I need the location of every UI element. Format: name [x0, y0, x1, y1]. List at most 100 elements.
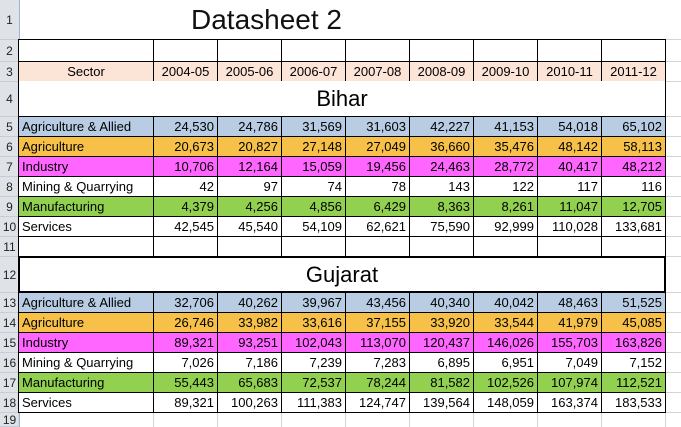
- value-cell[interactable]: 37,155: [345, 312, 410, 333]
- row-number[interactable]: 4: [0, 82, 19, 117]
- value-cell[interactable]: 54,018: [537, 116, 602, 137]
- sector-label[interactable]: Agriculture & Allied: [18, 292, 154, 313]
- empty-cell[interactable]: [18, 39, 154, 62]
- value-cell[interactable]: 58,113: [601, 136, 666, 157]
- empty-cell[interactable]: [153, 39, 218, 62]
- row-number[interactable]: 14: [0, 313, 19, 333]
- value-cell[interactable]: 12,705: [601, 196, 666, 217]
- value-cell[interactable]: 51,525: [601, 292, 666, 313]
- value-cell[interactable]: 45,540: [217, 216, 282, 237]
- value-cell[interactable]: 19,456: [345, 156, 410, 177]
- value-cell[interactable]: 20,673: [153, 136, 218, 157]
- row-number[interactable]: 6: [0, 137, 19, 157]
- value-cell[interactable]: 74: [281, 176, 346, 197]
- value-cell[interactable]: 110,028: [537, 216, 602, 237]
- value-cell[interactable]: 48,142: [537, 136, 602, 157]
- row-number[interactable]: 10: [0, 217, 19, 237]
- row-number[interactable]: 12: [0, 257, 19, 293]
- row-number[interactable]: 2: [0, 40, 19, 62]
- value-cell[interactable]: 42,545: [153, 216, 218, 237]
- value-cell[interactable]: 24,786: [217, 116, 282, 137]
- value-cell[interactable]: 28,772: [473, 156, 538, 177]
- value-cell[interactable]: 20,827: [217, 136, 282, 157]
- row-number[interactable]: 18: [0, 393, 19, 413]
- value-cell[interactable]: 33,544: [473, 312, 538, 333]
- value-cell[interactable]: 133,681: [601, 216, 666, 237]
- value-cell[interactable]: 81,582: [409, 372, 474, 393]
- value-cell[interactable]: 40,340: [409, 292, 474, 313]
- value-cell[interactable]: 31,569: [281, 116, 346, 137]
- value-cell[interactable]: 33,982: [217, 312, 282, 333]
- value-cell[interactable]: 143: [409, 176, 474, 197]
- empty-cell[interactable]: [409, 236, 474, 257]
- state-heading[interactable]: Bihar: [18, 81, 666, 117]
- sector-label[interactable]: Mining & Quarrying: [18, 176, 154, 197]
- sector-label[interactable]: Agriculture & Allied: [18, 116, 154, 137]
- empty-cell[interactable]: [537, 236, 602, 257]
- value-cell[interactable]: 155,703: [537, 332, 602, 353]
- value-cell[interactable]: 43,456: [345, 292, 410, 313]
- value-cell[interactable]: 41,979: [537, 312, 602, 333]
- row-number[interactable]: 16: [0, 353, 19, 373]
- empty-cell[interactable]: [345, 39, 410, 62]
- value-cell[interactable]: 48,463: [537, 292, 602, 313]
- sector-label[interactable]: Mining & Quarrying: [18, 352, 154, 373]
- value-cell[interactable]: 10,706: [153, 156, 218, 177]
- sector-label[interactable]: Manufacturing: [18, 196, 154, 217]
- state-heading[interactable]: Gujarat: [18, 256, 666, 293]
- value-cell[interactable]: 148,059: [473, 392, 538, 413]
- value-cell[interactable]: 4,856: [281, 196, 346, 217]
- value-cell[interactable]: 163,374: [537, 392, 602, 413]
- header-sector[interactable]: Sector: [18, 61, 154, 82]
- value-cell[interactable]: 39,967: [281, 292, 346, 313]
- value-cell[interactable]: 6,951: [473, 352, 538, 373]
- value-cell[interactable]: 27,049: [345, 136, 410, 157]
- empty-cell[interactable]: [281, 236, 346, 257]
- value-cell[interactable]: 27,148: [281, 136, 346, 157]
- empty-cell[interactable]: [217, 236, 282, 257]
- value-cell[interactable]: 42,227: [409, 116, 474, 137]
- value-cell[interactable]: 8,261: [473, 196, 538, 217]
- value-cell[interactable]: 41,153: [473, 116, 538, 137]
- value-cell[interactable]: 62,621: [345, 216, 410, 237]
- value-cell[interactable]: 48,212: [601, 156, 666, 177]
- value-cell[interactable]: 7,026: [153, 352, 218, 373]
- sector-label[interactable]: Agriculture: [18, 312, 154, 333]
- value-cell[interactable]: 113,070: [345, 332, 410, 353]
- value-cell[interactable]: 8,363: [409, 196, 474, 217]
- value-cell[interactable]: 42: [153, 176, 218, 197]
- empty-cell[interactable]: [601, 236, 666, 257]
- empty-cell[interactable]: [409, 39, 474, 62]
- row-number[interactable]: 3: [0, 62, 19, 82]
- value-cell[interactable]: 24,463: [409, 156, 474, 177]
- value-cell[interactable]: 24,530: [153, 116, 218, 137]
- value-cell[interactable]: 7,239: [281, 352, 346, 373]
- value-cell[interactable]: 35,476: [473, 136, 538, 157]
- value-cell[interactable]: 122: [473, 176, 538, 197]
- value-cell[interactable]: 7,152: [601, 352, 666, 373]
- value-cell[interactable]: 93,251: [217, 332, 282, 353]
- sector-label[interactable]: Manufacturing: [18, 372, 154, 393]
- header-year[interactable]: 2009-10: [473, 61, 538, 82]
- empty-cell[interactable]: [601, 39, 666, 62]
- value-cell[interactable]: 26,746: [153, 312, 218, 333]
- value-cell[interactable]: 4,256: [217, 196, 282, 217]
- sheet-title[interactable]: Datasheet 2: [191, 4, 342, 35]
- value-cell[interactable]: 111,383: [281, 392, 346, 413]
- value-cell[interactable]: 102,526: [473, 372, 538, 393]
- row-number[interactable]: 9: [0, 197, 19, 217]
- header-year[interactable]: 2006-07: [281, 61, 346, 82]
- value-cell[interactable]: 146,026: [473, 332, 538, 353]
- value-cell[interactable]: 6,429: [345, 196, 410, 217]
- value-cell[interactable]: 40,262: [217, 292, 282, 313]
- sector-label[interactable]: Services: [18, 216, 154, 237]
- value-cell[interactable]: 12,164: [217, 156, 282, 177]
- value-cell[interactable]: 36,660: [409, 136, 474, 157]
- value-cell[interactable]: 33,920: [409, 312, 474, 333]
- value-cell[interactable]: 7,049: [537, 352, 602, 373]
- row-number[interactable]: 15: [0, 333, 19, 353]
- sector-label[interactable]: Services: [18, 392, 154, 413]
- value-cell[interactable]: 4,379: [153, 196, 218, 217]
- empty-cell[interactable]: [473, 236, 538, 257]
- empty-cell[interactable]: [473, 39, 538, 62]
